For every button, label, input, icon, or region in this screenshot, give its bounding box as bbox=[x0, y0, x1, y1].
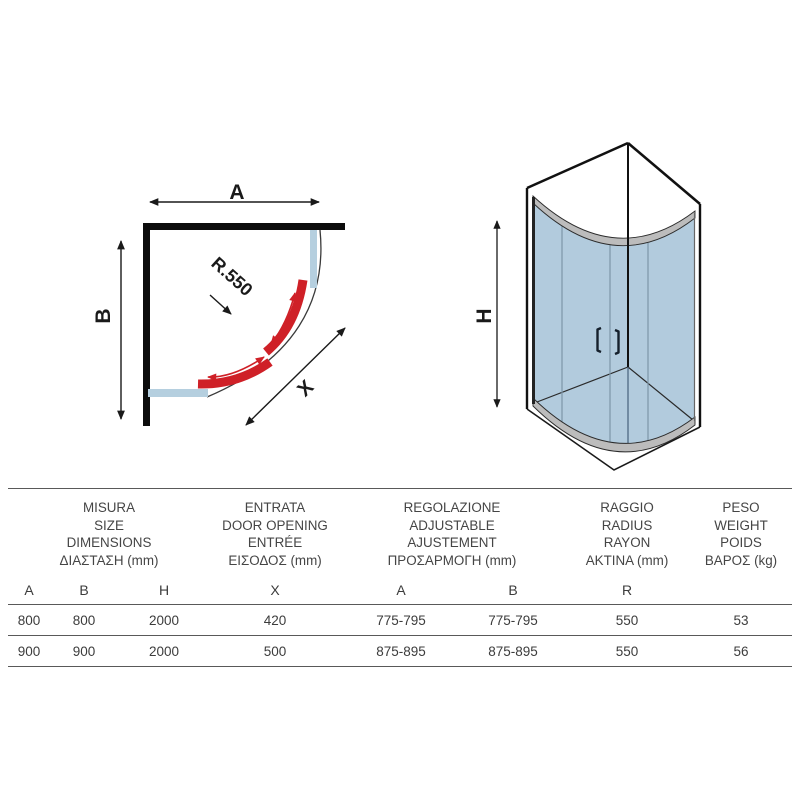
plan-left-wall bbox=[143, 223, 150, 426]
group-line: AJUSTEMENT bbox=[407, 535, 497, 550]
group-line: ΒΑΡΟΣ (kg) bbox=[704, 552, 778, 568]
cell-adj-a: 875-895 bbox=[376, 643, 426, 659]
cell-r: 550 bbox=[615, 643, 639, 659]
group-line: REGOLAZIONE bbox=[403, 500, 501, 515]
dimension-label-x: X bbox=[293, 376, 318, 402]
group-header-size: MISURA SIZE DIMENSIONS ΔΙΑΣΤΑΣΗ (mm) bbox=[8, 499, 210, 569]
dimension-label-b: B bbox=[92, 308, 115, 323]
iso-door-handle-left bbox=[596, 326, 602, 354]
iso-back-left-edge bbox=[526, 141, 629, 190]
group-line: ENTRATA bbox=[244, 500, 306, 515]
group-line: DOOR OPENING bbox=[222, 517, 328, 533]
table-group-header-row: MISURA SIZE DIMENSIONS ΔΙΑΣΤΑΣΗ (mm) ENT… bbox=[8, 489, 792, 575]
table-column-header-row: A B H X A B R bbox=[8, 575, 792, 605]
col-header-adj-b: B bbox=[508, 582, 518, 598]
plan-top-wall bbox=[143, 223, 345, 230]
cell-x: 500 bbox=[263, 643, 287, 659]
group-line: WEIGHT bbox=[714, 517, 768, 533]
col-header-x: X bbox=[270, 582, 280, 598]
dimension-label-h: H bbox=[473, 308, 496, 323]
cell-a: 900 bbox=[17, 643, 41, 659]
group-line: ΕΙΣΟΔΟΣ (mm) bbox=[228, 552, 322, 568]
iso-glass-front bbox=[533, 203, 695, 444]
table-row: 900 900 2000 500 875-895 875-895 550 56 bbox=[8, 636, 792, 667]
col-header-h: H bbox=[158, 582, 170, 598]
plan-fixed-panel-top bbox=[310, 230, 317, 288]
table-row: 800 800 2000 420 775-795 775-795 550 53 bbox=[8, 605, 792, 636]
cell-adj-a: 775-795 bbox=[376, 612, 426, 628]
group-header-adjustable: REGOLAZIONE ADJUSTABLE AJUSTEMENT ΠΡΟΣΑΡ… bbox=[340, 499, 564, 569]
col-header-b: B bbox=[79, 582, 89, 598]
radius-arrow bbox=[209, 294, 232, 315]
dimension-label-a: A bbox=[229, 181, 244, 204]
group-line: RAYON bbox=[603, 535, 651, 550]
cell-adj-b: 875-895 bbox=[488, 643, 538, 659]
iso-floor-edges bbox=[536, 366, 694, 421]
group-line: RADIUS bbox=[601, 517, 653, 533]
group-line: RAGGIO bbox=[600, 500, 654, 515]
cell-adj-b: 775-795 bbox=[488, 612, 538, 628]
group-line: ΠΡΟΣΑΡΜΟΓΗ (mm) bbox=[387, 552, 517, 568]
cell-weight: 56 bbox=[733, 643, 749, 659]
plan-sliding-door-upper bbox=[263, 279, 308, 356]
cell-x: 420 bbox=[263, 612, 287, 628]
cell-b: 800 bbox=[72, 612, 96, 628]
group-line: PESO bbox=[722, 500, 760, 515]
group-header-weight: PESO WEIGHT POIDS ΒΑΡΟΣ (kg) bbox=[690, 499, 792, 569]
radius-label: R.550 bbox=[207, 253, 256, 300]
group-line: SIZE bbox=[94, 517, 124, 533]
col-header-weight bbox=[690, 582, 792, 598]
group-line: ENTRÉE bbox=[247, 535, 303, 550]
group-line: MISURA bbox=[82, 500, 136, 515]
group-line: POIDS bbox=[720, 535, 762, 550]
iso-back-right-edge bbox=[627, 142, 701, 205]
isometric-view-diagram: H bbox=[473, 141, 702, 471]
col-header-a: A bbox=[24, 582, 34, 598]
cell-r: 550 bbox=[615, 612, 639, 628]
cell-weight: 53 bbox=[733, 612, 749, 628]
group-line: AKTINA (mm) bbox=[585, 552, 669, 568]
iso-tray-outline bbox=[526, 408, 701, 471]
dimension-arrow-x bbox=[245, 327, 346, 426]
group-line: ADJUSTABLE bbox=[409, 517, 495, 533]
cell-h: 2000 bbox=[148, 612, 180, 628]
plan-fixed-panel-left bbox=[148, 389, 208, 397]
iso-glass-seams bbox=[561, 226, 649, 449]
col-header-r: R bbox=[621, 582, 633, 598]
cell-b: 900 bbox=[72, 643, 96, 659]
spec-table: MISURA SIZE DIMENSIONS ΔΙΑΣΤΑΣΗ (mm) ENT… bbox=[8, 488, 792, 667]
cell-h: 2000 bbox=[148, 643, 180, 659]
cell-a: 800 bbox=[17, 612, 41, 628]
iso-door-handle-right bbox=[614, 328, 620, 356]
group-header-door-opening: ENTRATA DOOR OPENING ENTRÉE ΕΙΣΟΔΟΣ (mm) bbox=[210, 499, 340, 569]
group-line: ΔΙΑΣΤΑΣΗ (mm) bbox=[59, 552, 159, 568]
col-header-adj-a: A bbox=[396, 582, 406, 598]
group-header-radius: RAGGIO RADIUS RAYON AKTINA (mm) bbox=[564, 499, 690, 569]
iso-bottom-rim bbox=[532, 396, 696, 453]
group-line: DIMENSIONS bbox=[66, 535, 152, 550]
plan-view-diagram: A B R.550 X bbox=[92, 181, 346, 426]
